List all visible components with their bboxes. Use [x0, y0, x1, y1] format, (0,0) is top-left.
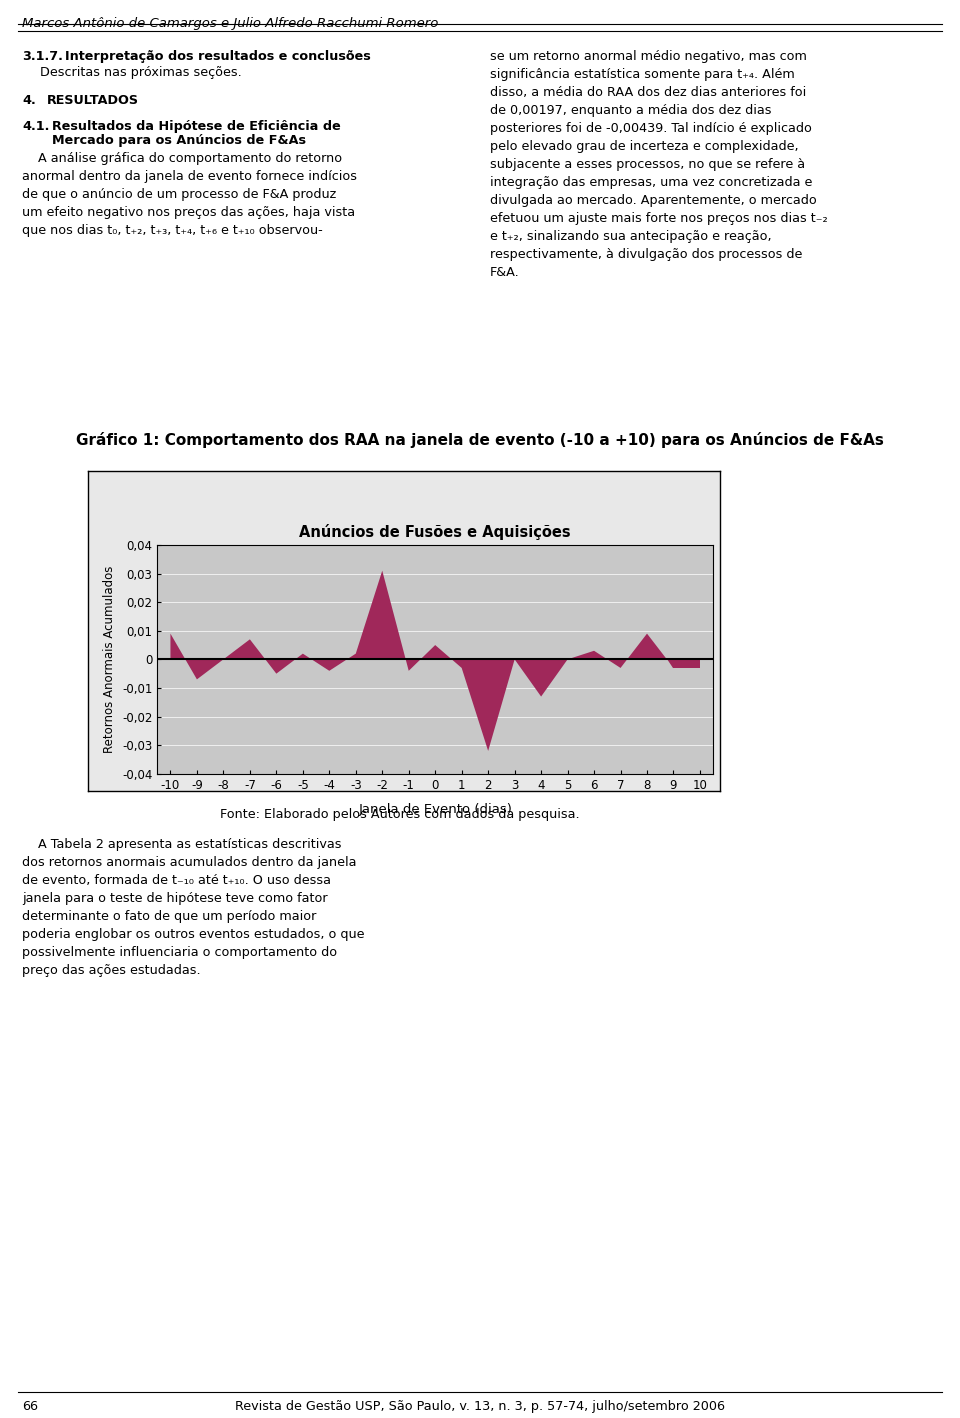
Text: A análise gráfica do comportamento do retorno
anormal dentro da janela de evento: A análise gráfica do comportamento do re… — [22, 152, 357, 237]
Text: Revista de Gestão USP, São Paulo, v. 13, n. 3, p. 57-74, julho/setembro 2006: Revista de Gestão USP, São Paulo, v. 13,… — [235, 1400, 725, 1412]
Text: Interpretação dos resultados e conclusões: Interpretação dos resultados e conclusõe… — [65, 50, 371, 62]
Text: Resultados da Hipótese de Eficiência de: Resultados da Hipótese de Eficiência de — [52, 121, 341, 133]
Text: Descritas nas próximas seções.: Descritas nas próximas seções. — [40, 67, 242, 79]
Text: A Tabela 2 apresenta as estatísticas descritivas
dos retornos anormais acumulado: A Tabela 2 apresenta as estatísticas des… — [22, 838, 365, 977]
X-axis label: Janela de Evento (dias): Janela de Evento (dias) — [358, 803, 512, 815]
Text: Fonte: Elaborado pelos Autores com dados da pesquisa.: Fonte: Elaborado pelos Autores com dados… — [220, 808, 580, 821]
Text: 4.1.: 4.1. — [22, 121, 49, 133]
Text: 66: 66 — [22, 1400, 38, 1412]
Title: Anúncios de Fusões e Aquisições: Anúncios de Fusões e Aquisições — [300, 523, 571, 540]
Y-axis label: Retornos Anormais Acumulados: Retornos Anormais Acumulados — [104, 566, 116, 753]
Text: se um retorno anormal médio negativo, mas com
significância estatística somente : se um retorno anormal médio negativo, ma… — [490, 50, 828, 279]
Text: 4.: 4. — [22, 94, 36, 106]
Text: 3.1.7.: 3.1.7. — [22, 50, 62, 62]
Text: Gráfico 1: Comportamento dos RAA na janela de evento (-10 a +10) para os Anúncio: Gráfico 1: Comportamento dos RAA na jane… — [76, 432, 884, 448]
Text: Marcos Antônio de Camargos e Julio Alfredo Racchumi Romero: Marcos Antônio de Camargos e Julio Alfre… — [22, 17, 439, 30]
Text: RESULTADOS: RESULTADOS — [47, 94, 139, 106]
Text: Mercado para os Anúncios de F&As: Mercado para os Anúncios de F&As — [52, 133, 306, 147]
